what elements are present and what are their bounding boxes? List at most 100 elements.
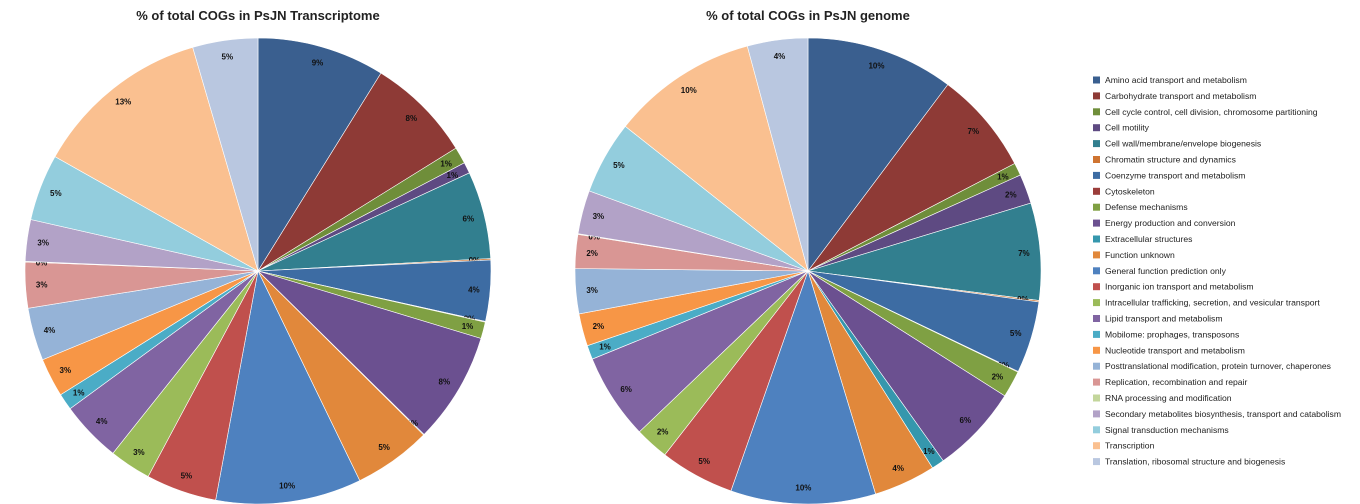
- legend-swatch-cell-wall-membrane-envelope-biogenesis: [1093, 140, 1100, 148]
- data-label-genome-signal-transduction-mechanisms: 5%: [613, 161, 625, 170]
- legend-swatch-signal-transduction-mechanisms: [1093, 426, 1100, 434]
- data-label-genome-lipid-transport-and-metabolism: 6%: [620, 385, 632, 394]
- pie-chart-genome: % of total COGs in PsJN genome 10% 7% 1% 2%…: [574, 8, 1042, 504]
- data-label-genome-defense-mechanisms: 2%: [992, 372, 1004, 381]
- legend-swatch-intracellular-trafficking-secretion-and-vesicular-transport: [1093, 299, 1100, 307]
- data-label-genome-extracellular-structures: 1%: [923, 447, 935, 456]
- legend-entry-replication-recombination-and-repair: Replication, recombination and repair: [1105, 377, 1247, 387]
- legend-swatch-translation-ribosomal-structure-and-biogenesis: [1093, 458, 1100, 466]
- data-label-genome-function-unknown: 4%: [892, 464, 904, 473]
- legend-entry-chromatin-structure-and-dynamics: Chromatin structure and dynamics: [1105, 155, 1236, 165]
- data-label-genome-replication-recombination-and-repair: 2%: [586, 249, 598, 258]
- data-label-genome-cell-cycle-control-cell-division-chromosome-partitioning: 1%: [997, 172, 1009, 181]
- legend-swatch-coenzyme-transport-and-metabolism: [1093, 171, 1100, 179]
- legend-entry-mobilome-prophages-transposons: Mobilome: prophages, transposons: [1105, 329, 1239, 339]
- legend-entry-carbohydrate-transport-and-metabolism: Carbohydrate transport and metabolism: [1105, 91, 1256, 101]
- data-label-genome-energy-production-and-conversion: 6%: [960, 416, 972, 425]
- legend-swatch-energy-production-and-conversion: [1093, 219, 1100, 227]
- legend-swatch-replication-recombination-and-repair: [1093, 378, 1100, 386]
- chart-title-transcriptome: % of total COGs in PsJN Transcriptome: [136, 8, 379, 23]
- data-label-transcriptome-function-unknown: 5%: [378, 443, 390, 452]
- legend-swatch-carbohydrate-transport-and-metabolism: [1093, 92, 1100, 100]
- data-label-transcriptome-transcription: 13%: [115, 97, 131, 106]
- data-label-transcriptome-posttranslational-modification-protein-turnover-chaperones: 4%: [44, 326, 56, 335]
- legend-swatch-cytoskeleton: [1093, 187, 1100, 195]
- data-label-transcriptome-signal-transduction-mechanisms: 5%: [50, 189, 62, 198]
- data-label-genome-rna-processing-and-modification: 0%: [588, 233, 600, 242]
- legend-entry-amino-acid-transport-and-metabolism: Amino acid transport and metabolism: [1105, 75, 1247, 85]
- legend-swatch-inorganic-ion-transport-and-metabolism: [1093, 283, 1100, 291]
- legend-swatch-secondary-metabolites-biosynthesis-transport-and-catabolism: [1093, 410, 1100, 418]
- data-label-transcriptome-carbohydrate-transport-and-metabolism: 8%: [406, 114, 418, 123]
- legend-entry-inorganic-ion-transport-and-metabolism: Inorganic ion transport and metabolism: [1105, 282, 1254, 292]
- data-label-transcriptome-cell-motility: 1%: [447, 171, 459, 180]
- legend-swatch-general-function-prediction-only: [1093, 267, 1100, 275]
- pie-slice-transcriptome-amino-acid-transport-and-metabolism: [257, 37, 382, 273]
- pie-slice-transcriptome-transcription: [54, 46, 259, 272]
- data-label-genome-general-function-prediction-only: 10%: [795, 484, 811, 493]
- data-label-genome-amino-acid-transport-and-metabolism: 10%: [868, 61, 884, 70]
- legend-swatch-transcription: [1093, 442, 1100, 450]
- legend-swatch-posttranslational-modification-protein-turnover-chaperones: [1093, 362, 1100, 370]
- legend: Amino acid transport and metabolism Carbo…: [1093, 75, 1341, 467]
- data-label-genome-inorganic-ion-transport-and-metabolism: 5%: [698, 457, 710, 466]
- legend-swatch-defense-mechanisms: [1093, 203, 1100, 211]
- data-label-genome-posttranslational-modification-protein-turnover-chaperones: 3%: [586, 286, 598, 295]
- legend-entry-cell-motility: Cell motility: [1105, 123, 1150, 133]
- data-label-transcriptome-lipid-transport-and-metabolism: 4%: [96, 417, 108, 426]
- data-label-transcriptome-cell-wall-membrane-envelope-biogenesis: 6%: [463, 215, 475, 224]
- data-label-transcriptome-inorganic-ion-transport-and-metabolism: 5%: [181, 472, 193, 481]
- legend-swatch-lipid-transport-and-metabolism: [1093, 315, 1100, 322]
- data-label-genome-cell-wall-membrane-envelope-biogenesis: 7%: [1018, 249, 1030, 258]
- legend-entry-posttranslational-modification-protein-turnover-chaperones: Posttranslational modification, protein …: [1105, 361, 1331, 371]
- legend-swatch-nucleotide-transport-and-metabolism: [1093, 346, 1100, 354]
- data-label-transcriptome-replication-recombination-and-repair: 3%: [36, 280, 48, 289]
- chart-title-genome: % of total COGs in PsJN genome: [706, 8, 910, 23]
- legend-entry-transcription: Transcription: [1105, 441, 1155, 451]
- data-label-transcriptome-general-function-prediction-only: 10%: [279, 482, 295, 491]
- legend-entry-coenzyme-transport-and-metabolism: Coenzyme transport and metabolism: [1105, 170, 1245, 180]
- data-label-transcriptome-secondary-metabolites-biosynthesis-transport-and-catabolism: 3%: [37, 238, 49, 247]
- data-label-genome-coenzyme-transport-and-metabolism: 5%: [1010, 329, 1022, 338]
- data-label-genome-transcription: 10%: [681, 86, 697, 95]
- pie-slice-transcriptome-energy-production-and-conversion: [257, 270, 482, 435]
- legend-entry-function-unknown: Function unknown: [1105, 250, 1175, 260]
- data-label-transcriptome-cell-cycle-control-cell-division-chromosome-partitioning: 1%: [440, 160, 452, 169]
- pie-slice-genome-amino-acid-transport-and-metabolism: [807, 37, 949, 272]
- legend-entry-defense-mechanisms: Defense mechanisms: [1105, 202, 1188, 212]
- legend-entry-signal-transduction-mechanisms: Signal transduction mechanisms: [1105, 425, 1229, 435]
- pie-chart-transcriptome: % of total COGs in PsJN Transcriptome 9%…: [24, 8, 492, 504]
- pie-slice-genome-carbohydrate-transport-and-metabolism: [807, 84, 1016, 272]
- data-label-transcriptome-mobilome-prophages-transposons: 1%: [73, 389, 85, 398]
- data-label-transcriptome-defense-mechanisms: 1%: [462, 322, 474, 331]
- legend-entry-cell-wall-membrane-envelope-biogenesis: Cell wall/membrane/envelope biogenesis: [1105, 139, 1261, 149]
- legend-entry-intracellular-trafficking-secretion-and-vesicular-transport: Intracellular trafficking, secretion, an…: [1105, 298, 1320, 308]
- legend-entry-translation-ribosomal-structure-and-biogenesis: Translation, ribosomal structure and bio…: [1105, 457, 1285, 467]
- legend-entry-cytoskeleton: Cytoskeleton: [1105, 186, 1155, 196]
- legend-swatch-chromatin-structure-and-dynamics: [1093, 156, 1100, 163]
- legend-swatch-function-unknown: [1093, 251, 1100, 259]
- data-label-genome-secondary-metabolites-biosynthesis-transport-and-catabolism: 3%: [593, 212, 605, 221]
- data-label-genome-nucleotide-transport-and-metabolism: 2%: [593, 322, 605, 331]
- legend-swatch-cell-motility: [1093, 124, 1100, 132]
- data-label-transcriptome-translation-ribosomal-structure-and-biogenesis: 5%: [222, 53, 234, 62]
- pie-slice-transcriptome-general-function-prediction-only: [215, 270, 361, 504]
- legend-swatch-cell-cycle-control-cell-division-chromosome-partitioning: [1093, 108, 1100, 116]
- legend-swatch-amino-acid-transport-and-metabolism: [1093, 76, 1100, 84]
- legend-entry-rna-processing-and-modification: RNA processing and modification: [1105, 393, 1232, 403]
- data-label-transcriptome-energy-production-and-conversion: 8%: [439, 378, 451, 387]
- data-label-genome-carbohydrate-transport-and-metabolism: 7%: [968, 127, 980, 136]
- data-label-transcriptome-intracellular-trafficking-secretion-and-vesicular-transport: 3%: [133, 448, 145, 457]
- legend-entry-energy-production-and-conversion: Energy production and conversion: [1105, 218, 1236, 228]
- pie-slice-genome-translation-ribosomal-structure-and-biogenesis: [746, 37, 809, 272]
- pie-slice-transcriptome-carbohydrate-transport-and-metabolism: [257, 72, 457, 272]
- legend-entry-extracellular-structures: Extracellular structures: [1105, 234, 1192, 244]
- legend-swatch-mobilome-prophages-transposons: [1093, 330, 1100, 338]
- legend-entry-nucleotide-transport-and-metabolism: Nucleotide transport and metabolism: [1105, 345, 1245, 355]
- pie-slice-transcriptome-translation-ribosomal-structure-and-biogenesis: [192, 37, 259, 272]
- legend-entry-lipid-transport-and-metabolism: Lipid transport and metabolism: [1105, 314, 1223, 324]
- data-label-genome-mobilome-prophages-transposons: 1%: [599, 343, 611, 352]
- legend-entry-general-function-prediction-only: General function prediction only: [1105, 266, 1227, 276]
- data-label-genome-intracellular-trafficking-secretion-and-vesicular-transport: 2%: [657, 428, 669, 437]
